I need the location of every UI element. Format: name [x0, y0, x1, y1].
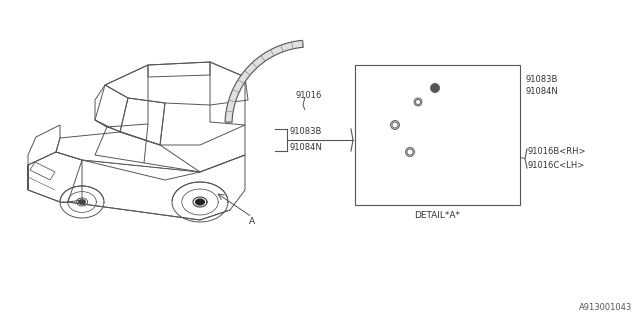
Polygon shape — [195, 198, 205, 205]
Text: 91016: 91016 — [295, 91, 321, 100]
Text: 91084N: 91084N — [290, 143, 323, 153]
Text: 91084N: 91084N — [525, 87, 557, 97]
Text: DETAIL*A*: DETAIL*A* — [415, 211, 461, 220]
Text: 91083B: 91083B — [290, 127, 323, 137]
Circle shape — [415, 100, 420, 105]
Text: 91083B: 91083B — [525, 75, 557, 84]
Polygon shape — [400, 136, 411, 148]
Circle shape — [414, 98, 422, 106]
Bar — [355, 65, 520, 205]
Circle shape — [390, 121, 399, 130]
Text: 91016C<LH>: 91016C<LH> — [528, 161, 585, 170]
Circle shape — [407, 149, 413, 155]
Text: A913001043: A913001043 — [579, 303, 632, 312]
Text: A: A — [249, 218, 255, 227]
Polygon shape — [422, 70, 433, 87]
Circle shape — [431, 84, 440, 92]
Circle shape — [392, 122, 398, 128]
Text: 91016B<RH>: 91016B<RH> — [528, 148, 586, 156]
Circle shape — [432, 85, 438, 91]
Polygon shape — [225, 40, 303, 122]
Circle shape — [406, 148, 415, 156]
Polygon shape — [78, 199, 86, 205]
Polygon shape — [436, 90, 453, 124]
Polygon shape — [392, 122, 423, 163]
